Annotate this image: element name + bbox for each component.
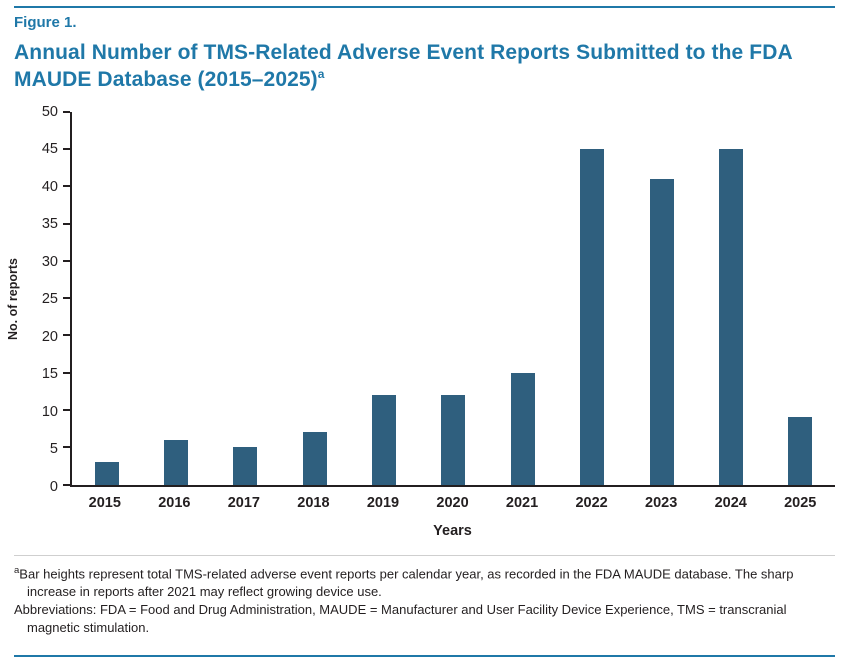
x-tick-label: 2025 xyxy=(784,494,817,511)
footnote-text: Bar heights represent total TMS-related … xyxy=(19,565,794,599)
y-axis-title: No. of reports xyxy=(6,258,20,341)
bars-container xyxy=(72,112,835,485)
figure-title: Annual Number of TMS-Related Adverse Eve… xyxy=(14,39,824,94)
bar-2018 xyxy=(302,432,327,485)
footnote-marker: a xyxy=(14,564,20,576)
figure-title-text: Annual Number of TMS-Related Adverse Eve… xyxy=(14,41,792,92)
y-axis: No. of reports 0 5 10 15 20 25 30 35 40 45 50 xyxy=(6,104,70,495)
y-tick-mark xyxy=(63,334,70,337)
x-axis-labels: 2015 2016 2017 2018 2019 2020 2021 2022 2023 2024… xyxy=(70,495,835,511)
x-tick-label: 2018 xyxy=(297,494,330,511)
x-tick-label: 2023 xyxy=(645,494,678,511)
y-tick-mark xyxy=(63,297,70,300)
x-tick-label: 2020 xyxy=(436,494,469,511)
x-tick-label: 2015 xyxy=(88,494,121,511)
x-tick-label: 2022 xyxy=(575,494,608,511)
bottom-rule xyxy=(14,655,835,657)
bar-2017 xyxy=(233,447,258,485)
bar-cell xyxy=(349,112,418,485)
bar-cell xyxy=(280,112,349,485)
chart-area: No. of reports 0 5 10 15 20 25 30 35 40 45 50 xyxy=(0,104,849,495)
bar-2019 xyxy=(372,395,397,485)
x-tick-label: 2016 xyxy=(158,494,191,511)
bar-cell xyxy=(696,112,765,485)
y-tick-label: 15 xyxy=(41,366,58,383)
y-tick-label: 30 xyxy=(41,253,58,270)
figure-header: Figure 1. Annual Number of TMS-Related A… xyxy=(0,0,849,94)
bar-cell xyxy=(141,112,210,485)
bar-cell xyxy=(419,112,488,485)
y-tick-label: 40 xyxy=(41,178,58,195)
bar-cell xyxy=(488,112,557,485)
x-tick-label: 2019 xyxy=(366,494,400,511)
y-tick-label: 5 xyxy=(49,441,58,458)
y-tick-mark xyxy=(63,409,70,411)
bar-cell xyxy=(211,112,280,485)
top-rule xyxy=(14,6,835,8)
x-tick-label: 2017 xyxy=(227,494,260,511)
x-tick-label: 2024 xyxy=(714,494,747,511)
y-tick-mark xyxy=(63,110,70,113)
x-tick-label: 2021 xyxy=(505,494,539,511)
figure-label: Figure 1. xyxy=(14,14,77,31)
footnote-text: Abbreviations: FDA = Food and Drug Admin… xyxy=(14,601,787,635)
footnotes: aBar heights represent total TMS-related… xyxy=(14,554,835,637)
plot-area xyxy=(63,110,835,487)
figure-title-footnote-marker: a xyxy=(317,67,325,82)
bar-2024 xyxy=(718,148,743,485)
bar-2022 xyxy=(580,148,605,485)
bar-cell xyxy=(558,112,627,485)
x-axis-title: Years xyxy=(433,522,472,539)
y-tick-label: 50 xyxy=(41,103,58,120)
y-tick-label: 0 xyxy=(49,478,58,495)
bar-2023 xyxy=(649,178,674,485)
y-tick-label: 35 xyxy=(41,216,58,233)
y-tick-label: 10 xyxy=(41,403,58,420)
y-tick-mark xyxy=(63,222,70,225)
y-tick-mark xyxy=(63,259,70,262)
bar-2015 xyxy=(94,462,119,485)
bar-2025 xyxy=(788,417,813,485)
y-tick-label: 20 xyxy=(41,328,58,345)
bar-cell xyxy=(72,112,141,485)
y-tick-label: 45 xyxy=(41,141,58,158)
bar-cell xyxy=(627,112,696,485)
y-tick-label: 25 xyxy=(41,291,58,308)
footnote: Abbreviations: FDA = Food and Drug Admin… xyxy=(14,601,835,637)
bar-2016 xyxy=(164,439,189,485)
bar-2020 xyxy=(441,395,466,485)
bar-cell xyxy=(766,112,835,485)
y-tick-mark xyxy=(63,371,70,374)
y-tick-mark xyxy=(63,147,70,150)
y-tick-mark xyxy=(63,446,70,449)
footnote: aBar heights represent total TMS-related… xyxy=(14,564,835,601)
bar-2021 xyxy=(510,372,535,485)
y-tick-mark xyxy=(63,483,70,486)
y-tick-mark xyxy=(63,185,70,188)
